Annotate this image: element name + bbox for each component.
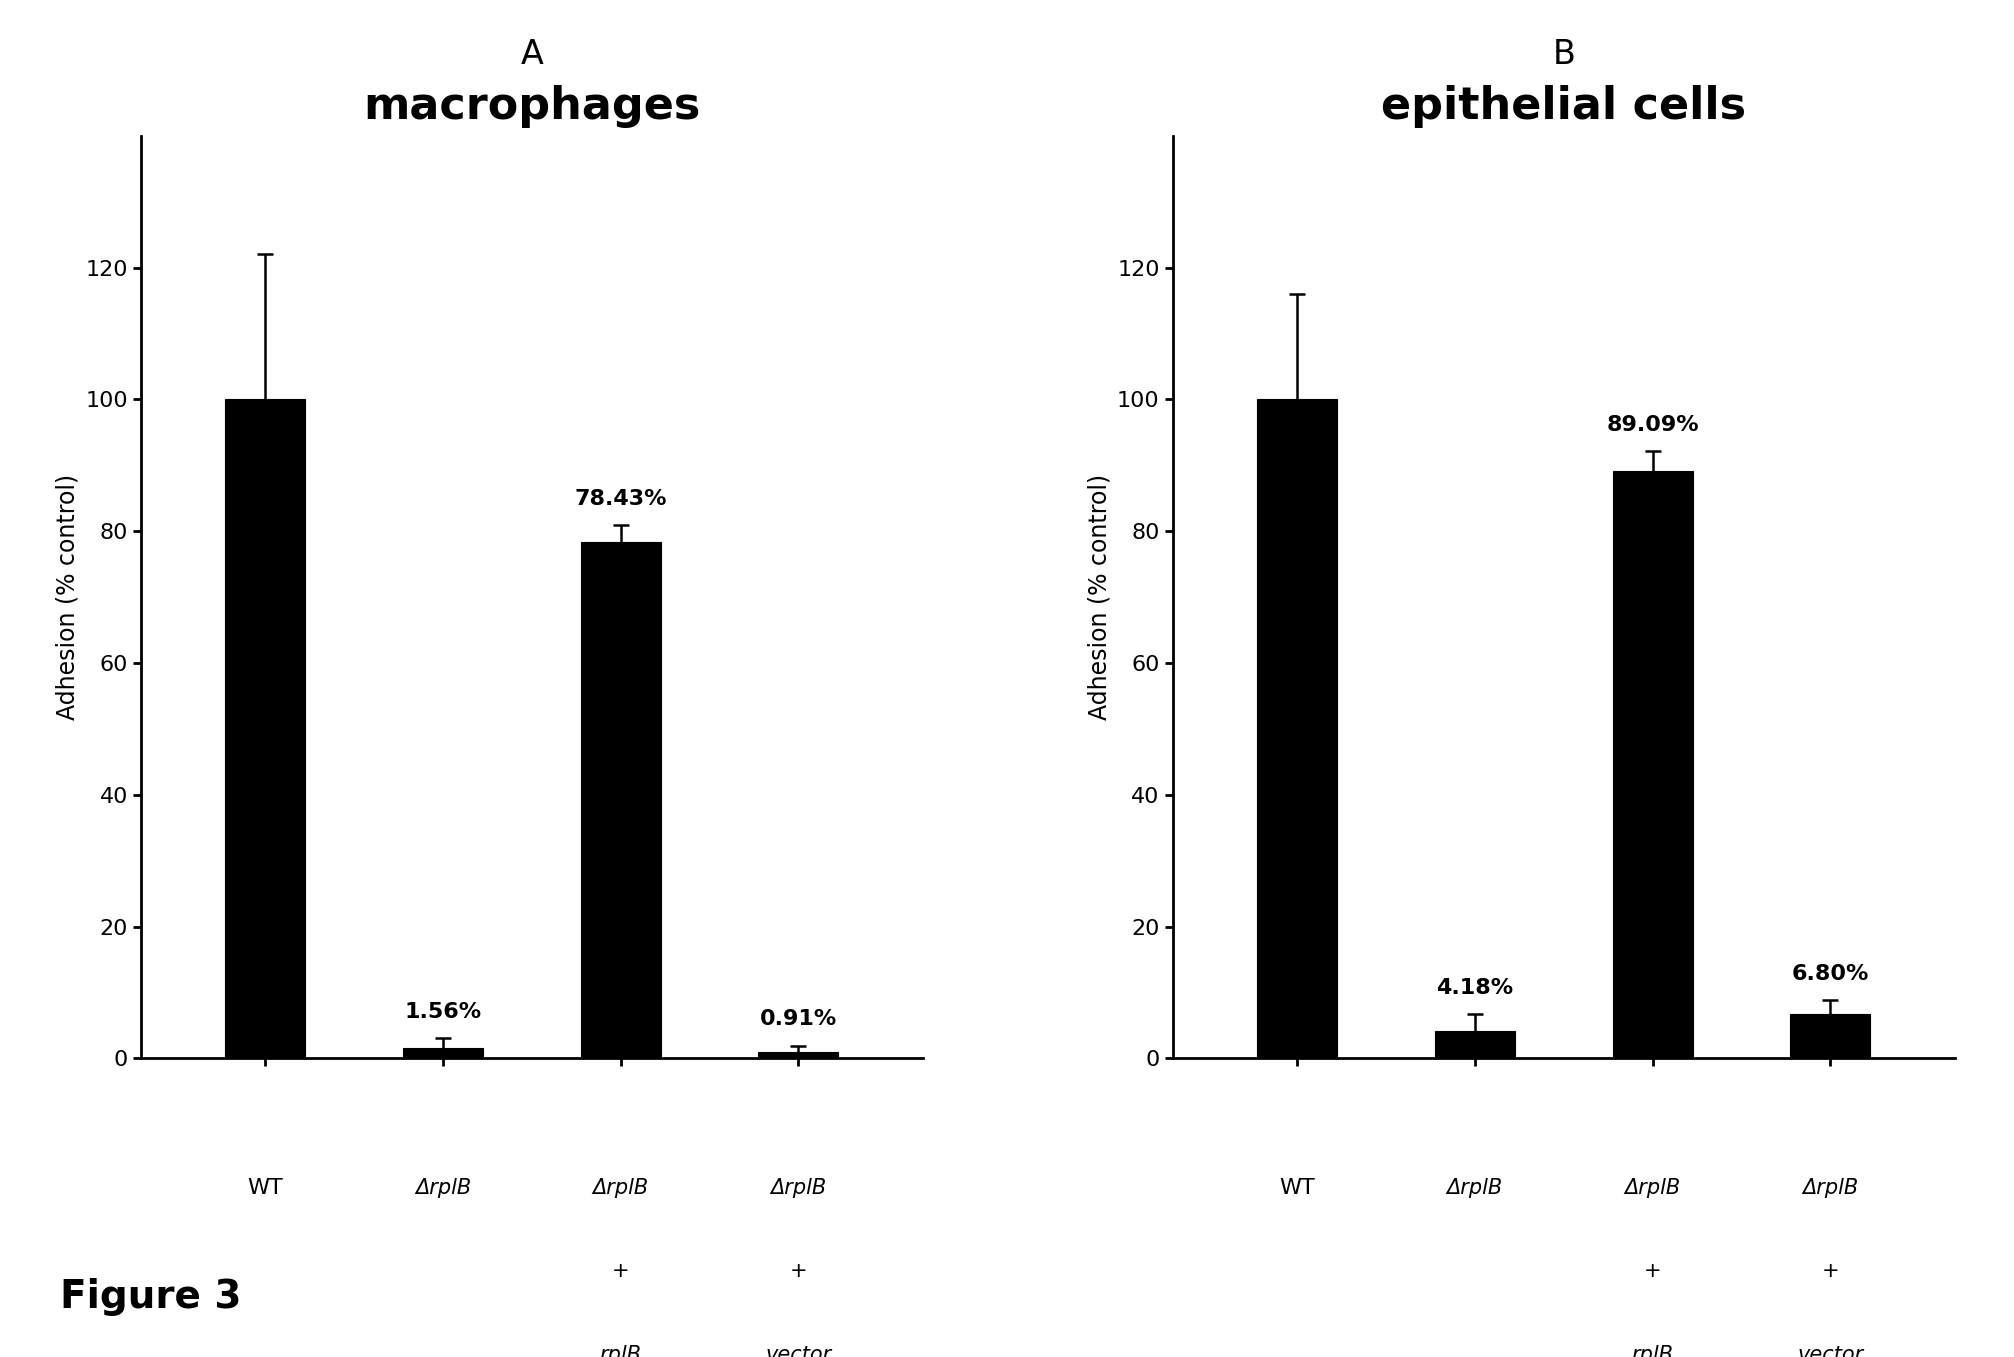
Text: rplB: rplB xyxy=(600,1345,640,1357)
Text: 6.80%: 6.80% xyxy=(1790,963,1867,984)
Y-axis label: Adhesion (% control): Adhesion (% control) xyxy=(56,474,81,721)
Text: ΔrplB: ΔrplB xyxy=(592,1178,649,1198)
Text: 78.43%: 78.43% xyxy=(574,489,667,509)
Bar xyxy=(226,399,306,1058)
Bar xyxy=(580,541,661,1058)
Title: epithelial cells: epithelial cells xyxy=(1380,85,1746,128)
Text: ΔrplB: ΔrplB xyxy=(1801,1178,1857,1198)
Text: 89.09%: 89.09% xyxy=(1605,415,1698,436)
Text: +: + xyxy=(1821,1262,1839,1281)
Text: vector: vector xyxy=(765,1345,832,1357)
Text: +: + xyxy=(612,1262,628,1281)
Text: rplB: rplB xyxy=(1631,1345,1674,1357)
Bar xyxy=(403,1048,483,1058)
Text: A: A xyxy=(520,38,544,71)
Bar xyxy=(1611,471,1692,1058)
Text: B: B xyxy=(1551,38,1575,71)
Text: +: + xyxy=(1643,1262,1660,1281)
Bar xyxy=(1257,399,1337,1058)
Bar xyxy=(757,1053,838,1058)
Text: ΔrplB: ΔrplB xyxy=(415,1178,471,1198)
Text: 0.91%: 0.91% xyxy=(759,1010,836,1030)
Text: 4.18%: 4.18% xyxy=(1436,978,1513,997)
Text: Figure 3: Figure 3 xyxy=(60,1278,242,1316)
Text: WT: WT xyxy=(1279,1178,1315,1198)
Bar xyxy=(1434,1031,1515,1058)
Text: ΔrplB: ΔrplB xyxy=(1446,1178,1502,1198)
Text: +: + xyxy=(789,1262,808,1281)
Bar xyxy=(1788,1014,1869,1058)
Text: ΔrplB: ΔrplB xyxy=(769,1178,826,1198)
Text: vector: vector xyxy=(1796,1345,1863,1357)
Text: 1.56%: 1.56% xyxy=(405,1001,481,1022)
Text: ΔrplB: ΔrplB xyxy=(1623,1178,1680,1198)
Title: macrophages: macrophages xyxy=(363,85,701,128)
Text: WT: WT xyxy=(248,1178,284,1198)
Y-axis label: Adhesion (% control): Adhesion (% control) xyxy=(1088,474,1112,721)
